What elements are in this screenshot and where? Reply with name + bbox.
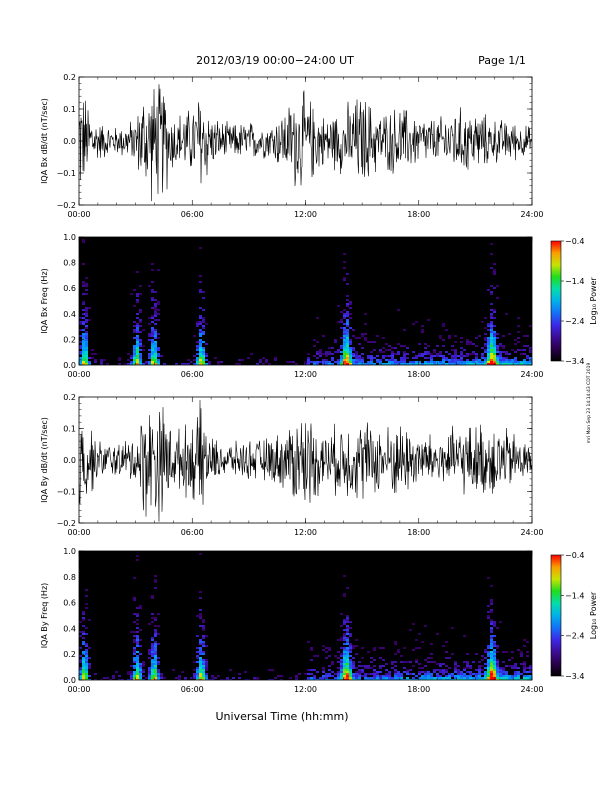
y-axis-label: IQA By dB/dt (nT/sec) [40, 417, 49, 503]
chart-title: 2012/03/19 00:00−24:00 UT [196, 54, 354, 67]
y-tick-label: 0.4 [63, 310, 76, 319]
y-tick-label: 0.0 [63, 361, 76, 370]
y-tick-label: 0.0 [63, 137, 76, 146]
x-tick-label: 18:00 [407, 528, 430, 537]
x-tick-label: 24:00 [520, 370, 543, 379]
y-tick-label: −0.1 [57, 169, 76, 178]
x-tick-label: 12:00 [294, 685, 317, 694]
colorbar [550, 554, 562, 677]
y-tick-label: 1.0 [63, 547, 76, 556]
y-tick-label: 1.0 [63, 233, 76, 242]
y-tick-label: 0.1 [63, 425, 76, 434]
x-tick-label: 06:00 [181, 370, 204, 379]
colorbar-tick-label: −1.4 [565, 591, 584, 600]
colorbar-label: Log₁₀ Power [589, 277, 598, 325]
y-tick-label: 0.2 [63, 335, 76, 344]
x-tick-label: 18:00 [407, 685, 430, 694]
panel-1: 0.2 0.1 0.0 −0.1 −0.200:00 06:00 12:00 18:00 24:… [40, 73, 544, 219]
spectrogram-background [79, 237, 532, 365]
y-tick-label: −0.1 [57, 488, 76, 497]
x-tick-label: 18:00 [407, 370, 430, 379]
colorbar-tick-label: −0.4 [565, 237, 584, 246]
panel-2: −0.4 −1.4 −2.4 −3.4 Log₁₀ Power 1.0 0.8 0.6 0.4 0… [40, 233, 598, 379]
y-tick-label: 0.8 [63, 573, 76, 582]
y-tick-label: 0.1 [63, 105, 76, 114]
x-tick-label: 00:00 [67, 685, 90, 694]
x-tick-label: 12:00 [294, 528, 317, 537]
series-line [79, 84, 532, 202]
x-tick-label: 00:00 [67, 370, 90, 379]
colorbar-tick-label: −0.4 [565, 551, 584, 560]
y-tick-label: −0.2 [57, 201, 76, 210]
x-axis-label: Universal Time (hh:mm) [216, 710, 349, 723]
colorbar-tick-label: −2.4 [565, 317, 584, 326]
spectrogram-cells [79, 239, 532, 365]
y-tick-label: 0.6 [63, 599, 76, 608]
x-tick-label: 06:00 [181, 210, 204, 219]
y-axis-label: IQA By Freq (Hz) [40, 583, 49, 649]
y-tick-label: 0.0 [63, 456, 76, 465]
y-tick-label: −0.2 [57, 519, 76, 528]
colorbar-label: Log₁₀ Power [589, 591, 598, 639]
x-tick-label: 24:00 [520, 528, 543, 537]
y-tick-label: 0.2 [63, 650, 76, 659]
x-tick-label: 12:00 [294, 370, 317, 379]
colorbar-tick-label: −2.4 [565, 632, 584, 641]
spectrogram-cells [79, 553, 532, 680]
x-tick-label: 06:00 [181, 685, 204, 694]
x-tick-label: 06:00 [181, 528, 204, 537]
y-tick-label: 0.4 [63, 624, 76, 633]
colorbar [550, 240, 562, 362]
y-tick-label: 0.6 [63, 284, 76, 293]
panel-3: 0.2 0.1 0.0 −0.1 −0.200:00 06:00 12:00 18:00 24:… [40, 393, 544, 537]
colorbar-tick-label: −3.4 [565, 357, 584, 366]
y-axis-label: IQA Bx dB/dt (nT/sec) [40, 98, 49, 184]
y-tick-label: 0.8 [63, 259, 76, 268]
y-tick-label: 0.2 [63, 73, 76, 82]
spectrogram-background [79, 551, 532, 680]
y-axis-label: IQA Bx Freq (Hz) [40, 268, 49, 334]
page-indicator: Page 1/1 [478, 54, 526, 67]
panel-4: −0.4 −1.4 −2.4 −3.4 Log₁₀ Power 1.0 0.8 0.6 0.4 0… [40, 547, 598, 694]
y-tick-label: 0.0 [63, 676, 76, 685]
x-tick-label: 18:00 [407, 210, 430, 219]
timestamp-stamp: mri Mon Sep 23 14:14:43 CDT 2019 [586, 362, 592, 443]
x-tick-label: 24:00 [520, 210, 543, 219]
x-tick-label: 12:00 [294, 210, 317, 219]
x-tick-label: 24:00 [520, 685, 543, 694]
y-tick-label: 0.2 [63, 393, 76, 402]
series-line [79, 400, 532, 522]
colorbar-tick-label: −1.4 [565, 277, 584, 286]
colorbar-tick-label: −3.4 [565, 672, 584, 681]
x-tick-label: 00:00 [67, 210, 90, 219]
x-tick-label: 00:00 [67, 528, 90, 537]
